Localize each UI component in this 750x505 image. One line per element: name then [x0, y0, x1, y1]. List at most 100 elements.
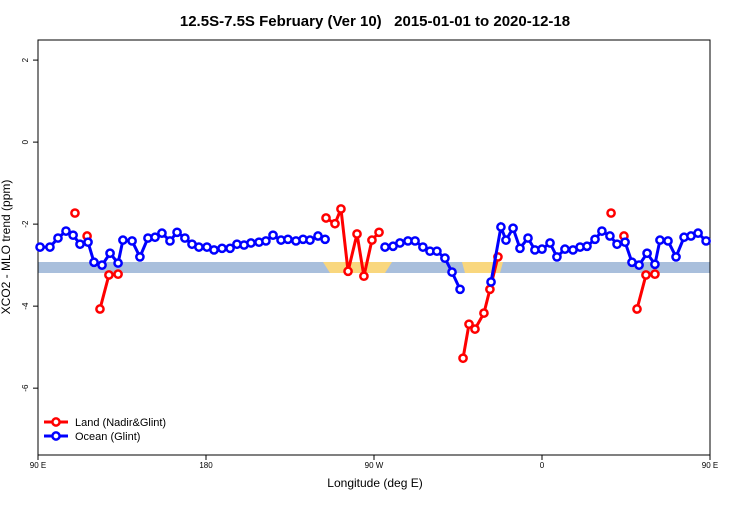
data-point	[552, 252, 562, 262]
land-band	[323, 262, 392, 273]
data-point	[634, 260, 644, 270]
legend-label: Ocean (Glint)	[75, 431, 140, 443]
data-point	[650, 259, 660, 270]
x-axis-label: Longitude (deg E)	[327, 476, 422, 490]
data-point	[118, 235, 128, 245]
data-point	[330, 218, 340, 229]
data-point	[655, 235, 665, 245]
data-point	[455, 284, 465, 295]
data-point	[336, 204, 346, 214]
data-point	[367, 235, 377, 245]
data-point	[606, 208, 616, 218]
data-point	[268, 230, 278, 241]
data-point	[343, 266, 353, 277]
y-tick-label: 2	[21, 57, 30, 62]
data-point	[127, 236, 137, 246]
data-point	[217, 243, 227, 254]
data-point	[693, 228, 703, 238]
data-point	[485, 284, 495, 295]
data-point	[83, 237, 93, 248]
data-point	[194, 242, 204, 252]
data-point	[410, 236, 420, 246]
data-point	[209, 245, 219, 255]
legend-label: Land (Nadir&Glint)	[75, 417, 166, 429]
data-point	[68, 230, 78, 241]
data-point	[70, 208, 80, 218]
legend-marker	[51, 417, 61, 427]
data-point	[97, 260, 107, 270]
data-point	[35, 242, 45, 252]
data-point	[246, 238, 256, 248]
data-point	[104, 270, 114, 280]
data-point	[61, 226, 71, 236]
data-point	[352, 229, 362, 239]
y-tick-label: -4	[21, 302, 30, 310]
data-point	[374, 227, 384, 238]
data-point	[157, 228, 167, 238]
data-point	[501, 235, 511, 245]
data-point	[359, 271, 369, 282]
data-point	[172, 227, 182, 238]
data-point	[320, 234, 330, 245]
data-point	[113, 269, 123, 280]
data-point	[418, 242, 428, 252]
data-point	[620, 237, 630, 248]
data-point	[225, 243, 235, 254]
y-axis-label: XCO2 - MLO trend (ppm)	[0, 180, 13, 315]
data-point	[515, 243, 525, 254]
legend-marker	[51, 431, 61, 441]
data-point	[165, 236, 175, 246]
y-tick-label: -6	[21, 384, 30, 392]
data-point	[283, 234, 293, 245]
data-point	[545, 238, 555, 248]
data-point	[89, 257, 99, 268]
x-tick-label: 90 E	[702, 461, 718, 470]
data-point	[432, 246, 442, 257]
data-point	[95, 304, 105, 314]
data-point	[380, 242, 390, 252]
data-point	[641, 270, 651, 280]
data-point	[663, 236, 673, 246]
data-point	[321, 213, 331, 223]
data-point	[590, 234, 600, 245]
data-point	[458, 353, 468, 364]
data-point	[113, 258, 123, 268]
data-point	[650, 269, 660, 280]
data-point	[582, 241, 592, 252]
data-point	[464, 319, 474, 330]
data-point	[440, 253, 450, 264]
data-point	[537, 244, 547, 254]
data-point	[486, 277, 496, 287]
data-point	[642, 248, 652, 259]
data-point	[53, 233, 63, 243]
data-point	[45, 242, 55, 252]
data-point	[150, 232, 160, 243]
y-tick-label: 0	[21, 139, 30, 144]
data-point	[395, 238, 405, 248]
data-point	[447, 267, 457, 277]
data-point	[470, 324, 480, 334]
data-point	[75, 239, 85, 250]
data-point	[105, 248, 115, 259]
chart-title: 12.5S-7.5S February (Ver 10) 2015-01-01 …	[180, 13, 570, 30]
x-tick-label: 90 E	[30, 461, 46, 470]
data-point	[523, 233, 533, 243]
data-point	[671, 252, 681, 262]
data-point	[261, 236, 271, 246]
data-point	[612, 239, 622, 250]
data-point	[508, 223, 518, 234]
data-point	[597, 226, 607, 236]
y-tick-label: -2	[21, 220, 30, 228]
data-point	[496, 222, 506, 232]
plot-frame	[37, 39, 711, 456]
data-point	[479, 308, 489, 318]
data-point	[305, 235, 315, 245]
data-point	[180, 233, 190, 243]
data-point	[605, 231, 615, 241]
data-point	[135, 252, 145, 262]
x-tick-label: 90 W	[365, 461, 384, 470]
x-tick-label: 180	[199, 461, 213, 470]
data-point	[560, 244, 570, 254]
data-point	[632, 304, 642, 314]
